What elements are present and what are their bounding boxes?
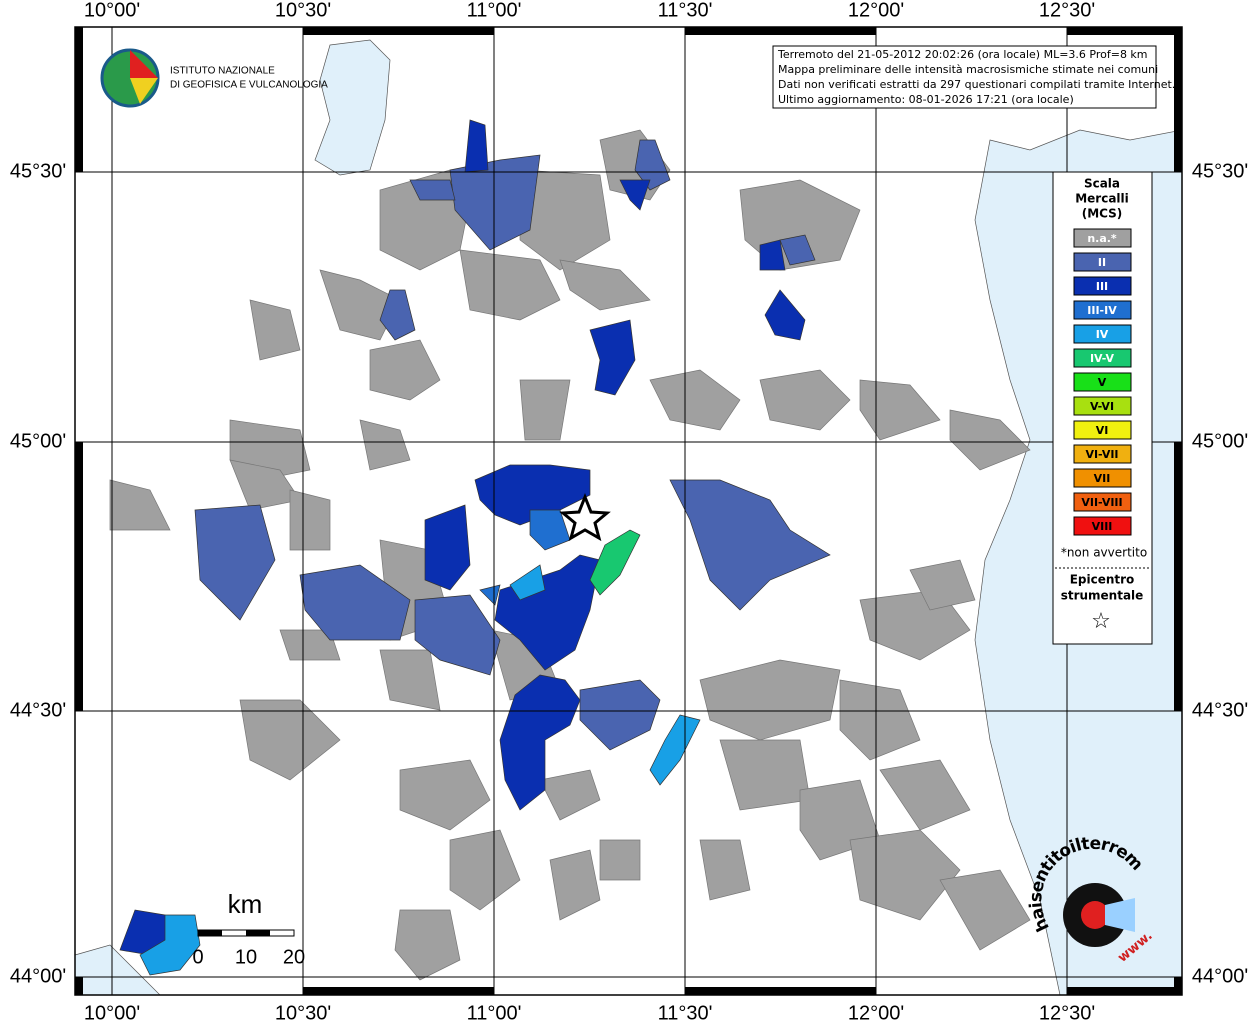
info-line: Dati non verificati estratti da 297 ques… [778, 78, 1175, 91]
graticule [75, 27, 1182, 995]
lat-label: 44°00' [10, 965, 66, 987]
legend-label: VII-VIII [1081, 496, 1122, 509]
legend-label: V-VI [1090, 400, 1114, 413]
logo: ISTITUTO NAZIONALE DI GEOFISICA E VULCAN… [100, 48, 328, 108]
legend-epicenter: strumentale [1061, 589, 1144, 603]
legend-symbol: ☆ [1091, 609, 1111, 634]
logo-segment [130, 78, 158, 104]
legend-label: VI [1096, 424, 1109, 437]
legend-swatch [1073, 516, 1132, 536]
legend-label: VI-VII [1085, 448, 1118, 461]
legend-label: VII [1094, 472, 1111, 485]
legend-title: Mercalli [1075, 192, 1129, 206]
frame-bar [1174, 27, 1182, 172]
lon-label: 11°30' [658, 0, 713, 21]
legend-swatch [1073, 420, 1132, 440]
info-line: Terremoto del 21-05-2012 20:02:26 (ora l… [777, 48, 1148, 61]
frame-bar [303, 987, 494, 995]
scale-label: 20 [283, 946, 305, 968]
lon-label: 11°00' [467, 1002, 522, 1024]
frame-bar [303, 27, 494, 35]
legend-title: (MCS) [1082, 207, 1123, 221]
lon-label: 12°00' [848, 1002, 904, 1024]
lon-label: 10°30' [275, 1002, 331, 1024]
legend-swatch [1073, 324, 1132, 344]
frame-bars [75, 27, 1182, 995]
info-box [772, 45, 1157, 109]
frame-bar [1067, 987, 1182, 995]
logo-segment [130, 50, 158, 78]
legend-label: IV [1096, 328, 1109, 341]
legend-swatch [1073, 396, 1132, 416]
scale-unit: km [228, 889, 263, 919]
legend-swatch [1073, 276, 1132, 296]
scale-label: 0 [192, 946, 203, 968]
info-line: Ultimo aggiornamento: 08-01-2026 17:21 (… [778, 93, 1074, 106]
scale-rect [246, 930, 270, 936]
logo-text: DI GEOFISICA E VULCANOLOGIA [170, 80, 328, 91]
scale-rect [198, 930, 222, 936]
legend-note: *non avvertito [1061, 546, 1147, 560]
frame-bar [685, 987, 876, 995]
epicenter-star [559, 492, 611, 542]
legend-swatch [1073, 300, 1132, 320]
lat-label: 44°00' [1192, 965, 1248, 987]
lat-label: 44°30' [10, 699, 66, 721]
frame-bar [75, 442, 83, 711]
frame-bar [75, 977, 83, 995]
legend-swatch [1073, 444, 1132, 464]
info-text: Terremoto del 21-05-2012 20:02:26 (ora l… [777, 48, 1175, 106]
logo-text: ISTITUTO NAZIONALE [170, 66, 275, 77]
frame-bar [1174, 977, 1182, 995]
legend: ScalaMercalli(MCS)n.a.*IIIIIIII-IVIVIV-V… [1055, 177, 1150, 634]
legend-swatch [1073, 252, 1132, 272]
legend-label: IV-V [1090, 352, 1115, 365]
lon-label: 12°30' [1039, 1002, 1095, 1024]
legend-title: Scala [1084, 177, 1120, 191]
legend-label: III-IV [1087, 304, 1117, 317]
legend-label: II [1098, 256, 1106, 269]
lon-label: 10°00' [84, 1002, 140, 1024]
lon-label: 10°00' [84, 0, 140, 21]
lat-label: 45°00' [1192, 430, 1248, 452]
scale-label: 10 [235, 946, 257, 968]
frame-bar [685, 27, 876, 35]
legend-swatch [1073, 492, 1132, 512]
info-line: Mappa preliminare delle intensità macros… [778, 63, 1158, 76]
legend-swatch [1073, 372, 1132, 392]
municipalities [109, 119, 1031, 981]
scale-bar: km 0 10 20 [192, 889, 305, 968]
lon-label: 10°30' [275, 0, 331, 21]
legend-label: V [1098, 376, 1107, 389]
frame-bar [1067, 27, 1182, 35]
legend-swatch [1073, 228, 1132, 248]
legend-epicenter: Epicentro [1070, 573, 1135, 587]
lat-label: 45°30' [10, 160, 66, 182]
legend-label: VIII [1092, 520, 1113, 533]
lon-label: 11°00' [467, 0, 522, 21]
lon-label: 12°00' [848, 0, 904, 21]
lon-label: 11°30' [658, 1002, 713, 1024]
legend-label: III [1096, 280, 1108, 293]
frame-bar [75, 27, 83, 172]
legend-swatch [1073, 468, 1132, 488]
legend-label: n.a.* [1087, 232, 1117, 245]
legend-swatch [1073, 348, 1132, 368]
frame-bar [1174, 442, 1182, 711]
lat-label: 45°00' [10, 430, 66, 452]
lat-label: 44°30' [1192, 699, 1248, 721]
lon-label: 12°30' [1039, 0, 1095, 21]
lat-label: 45°30' [1192, 160, 1248, 182]
watermark-dot [1081, 901, 1109, 929]
watermark-beam [1105, 898, 1135, 932]
